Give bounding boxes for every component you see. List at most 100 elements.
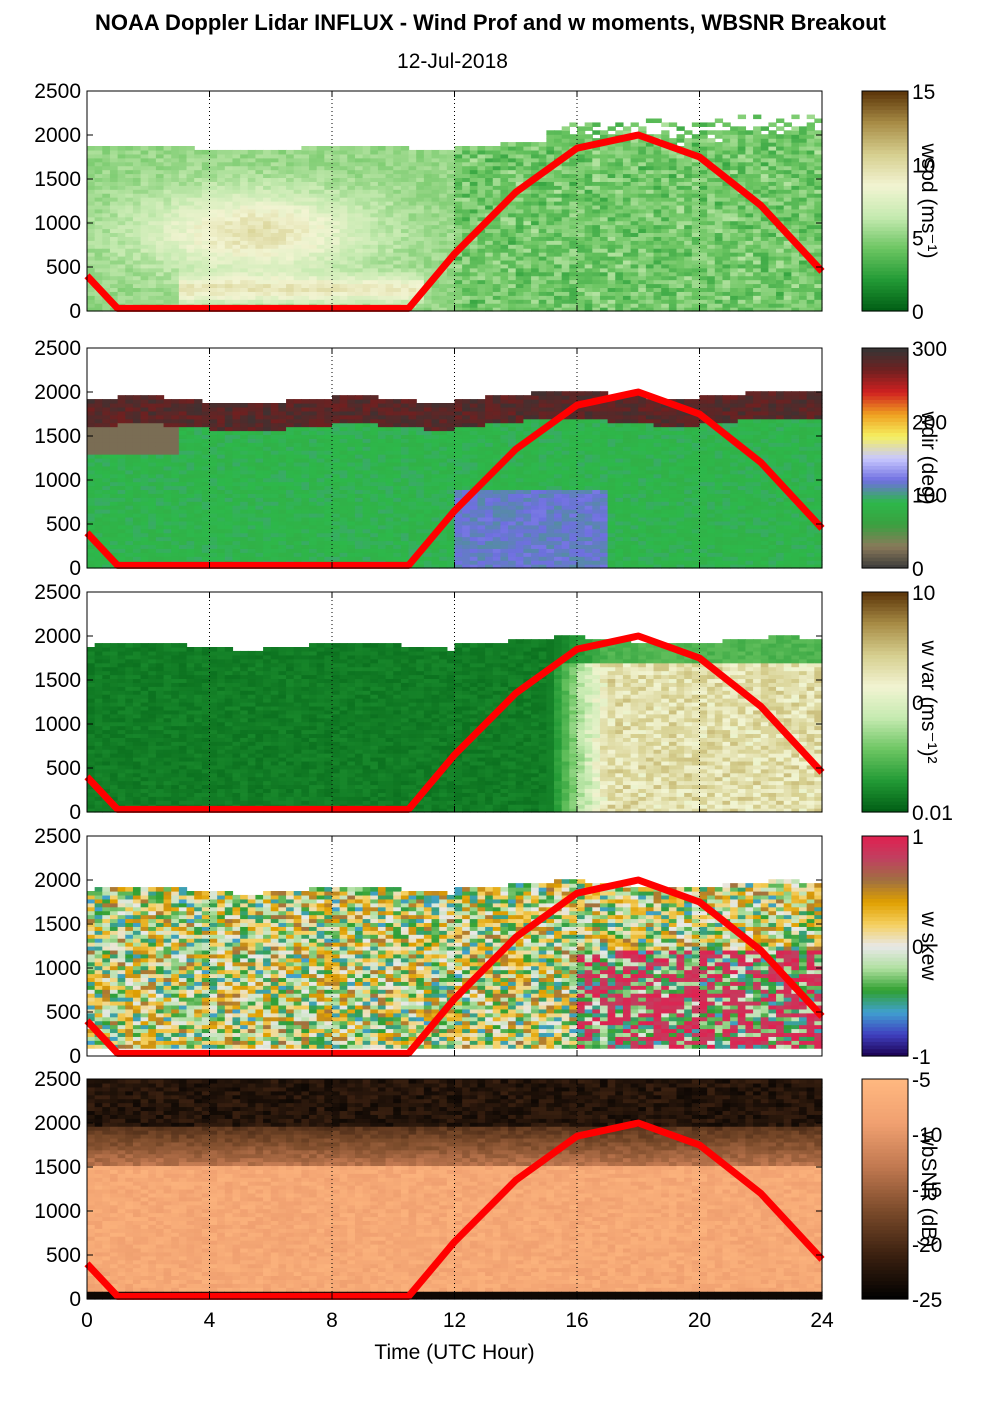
- heatmap-cell: [393, 240, 402, 245]
- heatmap-cell: [607, 157, 616, 163]
- heatmap-cell: [255, 283, 264, 289]
- heatmap-cell: [408, 248, 417, 253]
- heatmap-cell: [768, 161, 777, 167]
- heatmap-cell: [676, 271, 685, 277]
- heatmap-cell: [722, 248, 731, 253]
- colorbar-segment: [862, 208, 908, 213]
- heatmap-cell: [362, 267, 371, 273]
- heatmap-cell: [247, 201, 257, 206]
- heatmap-cell: [691, 216, 701, 222]
- heatmap-cell: [362, 256, 371, 261]
- heatmap-cell: [125, 252, 134, 257]
- heatmap-cell: [171, 224, 180, 230]
- heatmap-cell: [186, 505, 195, 510]
- heatmap-cell: [492, 299, 502, 304]
- heatmap-cell: [737, 252, 747, 257]
- heatmap-cell: [247, 185, 257, 190]
- heatmap-cell: [270, 256, 280, 261]
- heatmap-cell: [653, 161, 662, 167]
- heatmap-cell: [523, 307, 532, 312]
- heatmap-cell: [324, 256, 333, 261]
- heatmap-cell: [653, 248, 662, 253]
- heatmap-cell: [607, 216, 616, 222]
- heatmap-cell: [737, 259, 747, 265]
- heatmap-cell: [783, 212, 792, 218]
- heatmap-cell: [745, 177, 754, 182]
- heatmap-cell: [186, 165, 195, 171]
- heatmap-cell: [622, 165, 632, 171]
- colorbar-segment: [862, 296, 908, 301]
- heatmap-cell: [125, 430, 134, 436]
- heatmap-cell: [799, 259, 808, 265]
- heatmap-cell: [255, 153, 264, 159]
- heatmap-cell: [508, 204, 517, 210]
- heatmap-cell: [117, 516, 126, 522]
- heatmap-cell: [117, 267, 126, 273]
- heatmap-cell: [676, 295, 685, 300]
- heatmap-cell: [814, 146, 823, 151]
- heatmap-cell: [94, 197, 103, 202]
- colorbar-segment: [862, 303, 908, 308]
- heatmap-cell: [132, 259, 142, 265]
- heatmap-cell: [240, 193, 249, 198]
- heatmap-cell: [163, 153, 172, 159]
- heatmap-cell: [324, 259, 333, 265]
- heatmap-cell: [622, 212, 632, 218]
- heatmap-cell: [668, 197, 678, 202]
- heatmap-cell: [492, 153, 502, 159]
- heatmap-cell: [592, 201, 601, 206]
- heatmap-cell: [592, 193, 601, 198]
- heatmap-cell: [707, 287, 716, 292]
- heatmap-cell: [109, 524, 119, 530]
- heatmap-cell: [431, 303, 440, 308]
- heatmap-cell: [791, 287, 800, 292]
- heatmap-cell: [661, 134, 670, 139]
- heatmap-cell: [186, 524, 195, 530]
- heatmap-cell: [400, 189, 410, 194]
- heatmap-cell: [347, 275, 356, 281]
- heatmap-cell: [125, 418, 134, 424]
- heatmap-cell: [102, 524, 111, 530]
- heatmap-cell: [730, 283, 739, 289]
- heatmap-cell: [730, 307, 739, 312]
- heatmap-cell: [676, 204, 685, 210]
- heatmap-cell: [423, 157, 433, 163]
- heatmap-cell: [584, 279, 593, 285]
- heatmap-cell: [584, 153, 593, 159]
- heatmap-cell: [676, 252, 685, 257]
- heatmap-cell: [125, 403, 134, 408]
- heatmap-cell: [109, 263, 119, 269]
- heatmap-cell: [577, 259, 586, 265]
- heatmap-cell: [791, 248, 800, 253]
- heatmap-cell: [293, 263, 302, 269]
- heatmap-cell: [316, 299, 325, 304]
- heatmap-cell: [301, 220, 310, 226]
- heatmap-cell: [109, 146, 119, 151]
- heatmap-cell: [492, 181, 502, 186]
- heatmap-cell: [684, 267, 693, 273]
- heatmap-cell: [431, 204, 440, 210]
- heatmap-cell: [194, 287, 203, 292]
- heatmap-cell: [316, 287, 325, 292]
- heatmap-cell: [186, 248, 195, 253]
- heatmap-cell: [400, 208, 410, 214]
- heatmap-cell: [217, 220, 226, 226]
- heatmap-cell: [347, 197, 356, 202]
- heatmap-cell: [370, 287, 379, 292]
- heatmap-cell: [776, 263, 785, 269]
- heatmap-cell: [263, 232, 272, 237]
- heatmap-cell: [201, 469, 211, 475]
- heatmap-cell: [171, 295, 180, 300]
- heatmap-cell: [270, 295, 280, 300]
- heatmap-cell: [577, 134, 586, 139]
- heatmap-cell: [278, 173, 287, 179]
- heatmap-cell: [171, 414, 180, 420]
- heatmap-cell: [171, 544, 180, 549]
- heatmap-cell: [278, 208, 287, 214]
- heatmap-cell: [592, 287, 601, 292]
- heatmap-cell: [806, 271, 815, 277]
- heatmap-cell: [622, 146, 632, 151]
- heatmap-cell: [668, 295, 678, 300]
- heatmap-cell: [117, 395, 126, 400]
- heatmap-cell: [400, 173, 410, 179]
